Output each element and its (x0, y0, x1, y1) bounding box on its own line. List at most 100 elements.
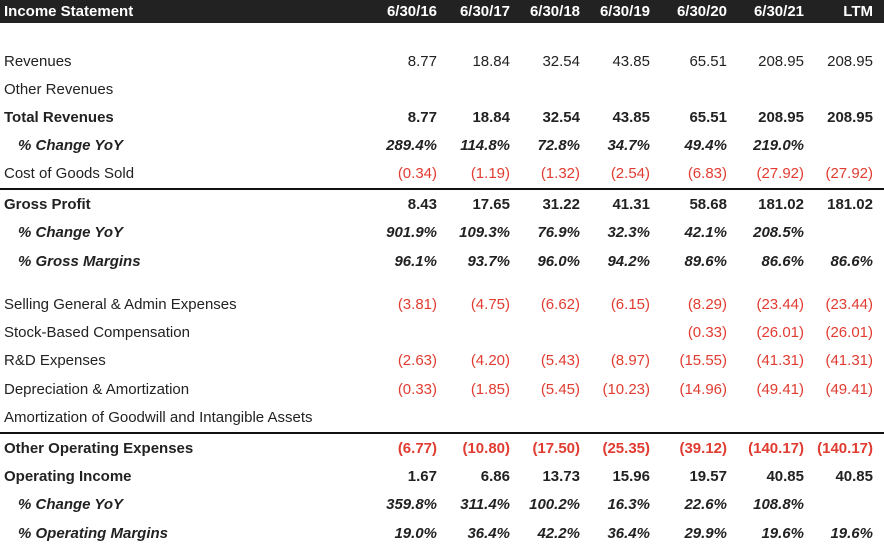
table-cell: (2.63) (397, 352, 437, 369)
table-cell: 72.8% (537, 137, 580, 154)
table-cell: (26.01) (756, 324, 804, 341)
row-label: % Change YoY (18, 496, 124, 513)
table-cell: (0.34) (397, 165, 437, 182)
table-cell: 93.7% (467, 253, 510, 270)
table-cell: (5.43) (540, 352, 580, 369)
table-row: Gross Profit 8.43 17.65 31.22 41.31 58.68 181.… (0, 193, 884, 217)
table-header: Income Statement 6/30/16 6/30/17 6/30/18 6/… (0, 0, 884, 23)
table-row: Total Revenues 8.77 18.84 32.54 43.85 65.51 20… (0, 106, 884, 130)
table-cell: (8.29) (687, 296, 727, 313)
table-cell: 19.57 (689, 468, 727, 485)
table-cell: (27.92) (825, 165, 873, 182)
table-cell: 18.84 (472, 109, 510, 126)
table-cell: 32.54 (542, 53, 580, 70)
table-cell: 19.6% (830, 525, 873, 542)
table-cell: 18.84 (472, 53, 510, 70)
row-label: Revenues (4, 53, 72, 70)
table-cell: 359.8% (386, 496, 437, 513)
table-row: Revenues 8.77 18.84 32.54 43.85 65.51 208.95 20… (0, 50, 884, 74)
table-cell: 65.51 (689, 109, 727, 126)
table-cell: 34.7% (607, 137, 650, 154)
table-cell: 8.77 (407, 109, 437, 126)
table-cell: 19.0% (394, 525, 437, 542)
table-cell: 181.02 (827, 196, 873, 213)
table-cell: (1.85) (470, 381, 510, 398)
table-cell: 8.43 (407, 196, 437, 213)
row-label: Other Operating Expenses (4, 440, 194, 457)
row-label: Operating Income (4, 468, 132, 485)
table-cell: (15.55) (679, 352, 727, 369)
table-cell: (10.23) (602, 381, 650, 398)
table-cell: (0.33) (397, 381, 437, 398)
table-cell: (140.17) (817, 440, 873, 457)
table-cell: 89.6% (684, 253, 727, 270)
table-cell: (26.01) (825, 324, 873, 341)
table-cell: (6.77) (397, 440, 437, 457)
column-header: LTM (843, 3, 873, 20)
table-row: Selling General & Admin Expenses (3.81) (4… (0, 293, 884, 317)
column-header: 6/30/21 (753, 3, 804, 20)
table-cell: (140.17) (748, 440, 804, 457)
column-header: 6/30/20 (676, 3, 727, 20)
table-cell: 289.4% (386, 137, 437, 154)
table-cell: 42.2% (537, 525, 580, 542)
table-cell: 94.2% (607, 253, 650, 270)
table-cell: 17.65 (472, 196, 510, 213)
table-cell: (6.83) (687, 165, 727, 182)
column-header: 6/30/16 (386, 3, 437, 20)
table-cell: (10.80) (462, 440, 510, 457)
row-label: Cost of Goods Sold (4, 165, 135, 182)
table-row: % Operating Margins 19.0% 36.4% 42.2% 36.4% 2… (0, 522, 884, 546)
table-cell: 42.1% (684, 224, 727, 241)
table-cell: 181.02 (758, 196, 804, 213)
row-label: Amortization of Goodwill and Intangible … (4, 409, 313, 426)
row-label: % Operating Margins (18, 525, 169, 542)
table-cell: 32.3% (607, 224, 650, 241)
row-label: Stock-Based Compensation (4, 324, 190, 341)
table-row: Cost of Goods Sold (0.34) (1.19) (1.32) (2.5… (0, 162, 884, 186)
table-cell: 208.95 (758, 109, 804, 126)
table-cell: 40.85 (766, 468, 804, 485)
table-row: % Gross Margins 96.1% 93.7% 96.0% 94.2% 89.6%… (0, 250, 884, 274)
row-label: Selling General & Admin Expenses (4, 296, 237, 313)
table-cell: 40.85 (835, 468, 873, 485)
table-cell: 31.22 (542, 196, 580, 213)
table-cell: 114.8% (460, 137, 510, 154)
row-label: % Change YoY (18, 137, 124, 154)
table-cell: 8.77 (407, 53, 437, 70)
table-cell: 22.6% (684, 496, 727, 513)
table-cell: 901.9% (386, 224, 437, 241)
table-cell: (8.97) (610, 352, 650, 369)
table-cell: 96.0% (537, 253, 580, 270)
row-label: Other Revenues (4, 81, 114, 98)
table-cell: 36.4% (467, 525, 510, 542)
table-cell: (17.50) (532, 440, 580, 457)
table-cell: 15.96 (612, 468, 650, 485)
table-cell: (23.44) (756, 296, 804, 313)
table-cell: 16.3% (607, 496, 650, 513)
table-cell: 100.2% (529, 496, 580, 513)
table-cell: (23.44) (825, 296, 873, 313)
divider (0, 432, 884, 434)
table-cell: (14.96) (679, 381, 727, 398)
table-cell: 43.85 (612, 109, 650, 126)
table-cell: 29.9% (684, 525, 727, 542)
table-cell: (41.31) (825, 352, 873, 369)
table-cell: (6.62) (540, 296, 580, 313)
table-cell: (4.20) (470, 352, 510, 369)
table-cell: (1.19) (470, 165, 510, 182)
table-cell: 208.95 (827, 109, 873, 126)
table-cell: (49.41) (825, 381, 873, 398)
table-cell: (25.35) (602, 440, 650, 457)
table-cell: 208.95 (827, 53, 873, 70)
table-row: Other Operating Expenses (6.77) (10.80) (17… (0, 437, 884, 461)
column-header: 6/30/18 (529, 3, 580, 20)
table-cell: 311.4% (460, 496, 510, 513)
table-cell: 43.85 (612, 53, 650, 70)
table-cell: 219.0% (753, 137, 804, 154)
table-cell: (27.92) (756, 165, 804, 182)
table-cell: (0.33) (687, 324, 727, 341)
row-label: % Gross Margins (18, 253, 141, 270)
table-cell: 32.54 (542, 109, 580, 126)
table-cell: 65.51 (689, 53, 727, 70)
